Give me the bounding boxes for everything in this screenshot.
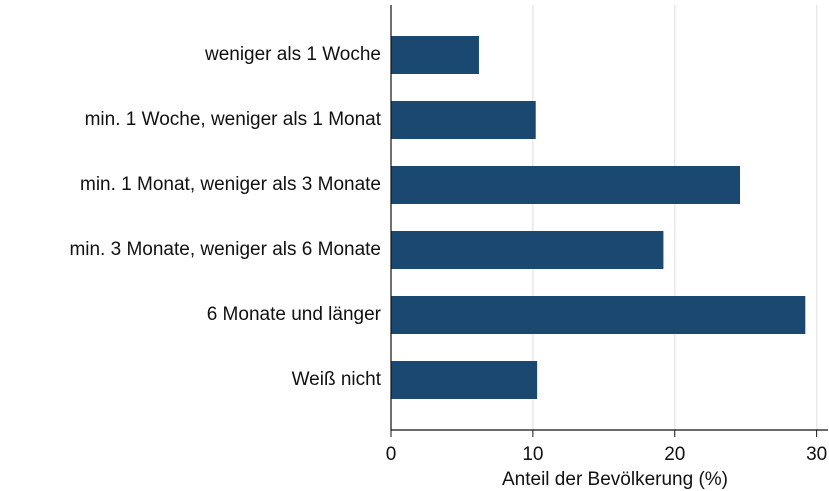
bar (391, 231, 664, 269)
y-tick-label: Weiß nicht (292, 369, 382, 390)
x-tick-label: 0 (386, 444, 397, 465)
y-tick-label: min. 3 Monate, weniger als 6 Monate (69, 239, 381, 260)
y-tick-label: weniger als 1 Woche (204, 44, 381, 65)
bar (391, 296, 806, 334)
y-tick-label: 6 Monate und länger (207, 304, 382, 325)
bar (391, 36, 479, 74)
bar (391, 166, 741, 204)
y-tick-label: min. 1 Woche, weniger als 1 Monat (85, 109, 382, 130)
bar (391, 361, 538, 399)
x-tick-label: 10 (522, 444, 543, 465)
y-tick-label: min. 1 Monat, weniger als 3 Monate (80, 174, 381, 195)
bar (391, 101, 536, 139)
x-tick-label: 30 (806, 444, 827, 465)
x-tick-label: 20 (664, 444, 685, 465)
x-axis-label: Anteil der Bevölkerung (%) (502, 469, 728, 490)
